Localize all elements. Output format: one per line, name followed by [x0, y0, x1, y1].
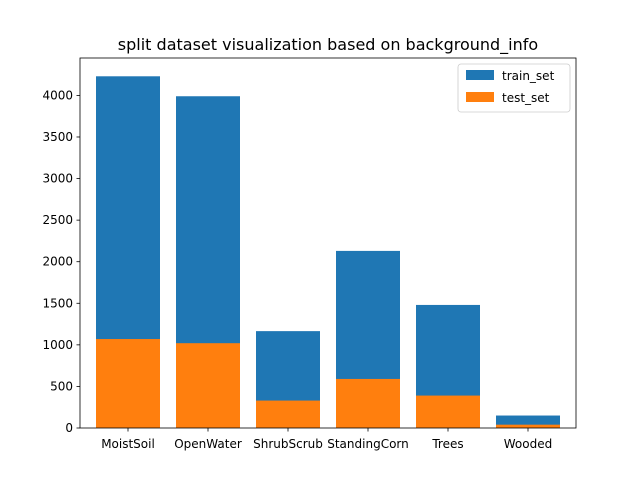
bar-test_set-MoistSoil	[96, 339, 160, 428]
y-tick-label: 1000	[42, 338, 73, 352]
y-tick-label: 500	[50, 379, 73, 393]
x-tick-label: Trees	[431, 437, 463, 451]
y-tick-label: 1500	[42, 296, 73, 310]
legend-label-train_set: train_set	[502, 69, 555, 83]
y-tick-label: 0	[65, 421, 73, 435]
x-tick-label: StandingCorn	[327, 437, 409, 451]
axes-layer: 0 500 1000 1500 2000 2500 3000 3500 4000 MoistSoi…	[42, 57, 577, 451]
bar-test_set-OpenWater	[176, 343, 240, 428]
x-tick-label: OpenWater	[174, 437, 242, 451]
y-tick-label: 4000	[42, 88, 73, 102]
bar-test_set-StandingCorn	[336, 378, 400, 428]
y-tick-label: 2500	[42, 213, 73, 227]
y-tick-label: 2000	[42, 255, 73, 269]
legend-swatch-test_set	[466, 92, 494, 102]
bars-layer	[96, 76, 560, 428]
legend: train_set test_set	[457, 63, 571, 113]
legend-label-test_set: test_set	[502, 91, 550, 105]
bar-test_set-Trees	[416, 395, 480, 428]
bar-test_set-Wooded	[496, 424, 560, 428]
plot-frame	[79, 57, 577, 429]
bar-test_set-ShrubScrub	[256, 400, 320, 428]
y-tick-label: 3000	[42, 172, 73, 186]
x-tick-label: ShrubScrub	[253, 437, 323, 451]
legend-swatch-train_set	[466, 70, 494, 80]
chart-title: split dataset visualization based on bac…	[118, 35, 538, 55]
x-tick-label: Wooded	[504, 437, 552, 451]
y-tick-label: 3500	[42, 130, 73, 144]
x-tick-label: MoistSoil	[101, 437, 155, 451]
